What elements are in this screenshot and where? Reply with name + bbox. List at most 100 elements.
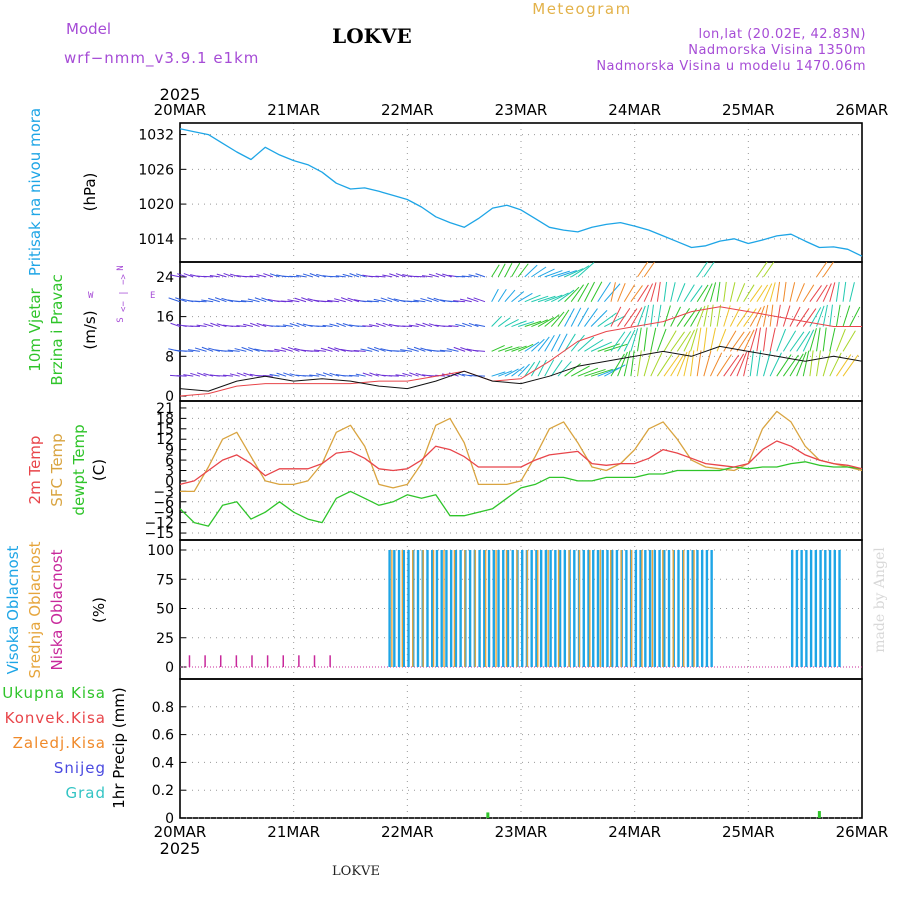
- wind-arrow: [577, 336, 595, 352]
- temp2m-line: [179, 440, 863, 486]
- wind-arrow: [670, 353, 685, 377]
- wind-arrow: [544, 294, 563, 303]
- wind-arrow: [597, 367, 620, 377]
- wind-arrow: [610, 282, 616, 302]
- year-bottom: 2025: [160, 839, 201, 858]
- wind-arrow: [302, 375, 313, 377]
- wind-arrow: [842, 281, 847, 302]
- high-cloud-bar: [397, 550, 401, 667]
- wind-arrow: [623, 308, 638, 327]
- model-name: wrf−nmm_v3.9.1 e1km: [64, 49, 259, 68]
- wind-arrow: [849, 282, 855, 302]
- wind-arrow: [550, 359, 563, 377]
- wind-arrow: [517, 363, 530, 377]
- wind-arrow: [511, 320, 527, 328]
- wind-arrow: [643, 304, 650, 327]
- wind-arrow: [236, 372, 247, 377]
- wind-arrow: [236, 325, 247, 328]
- wind-arrow: [194, 347, 207, 352]
- wind-arrow: [829, 282, 836, 302]
- precip-legend-label: Grad: [65, 784, 106, 802]
- wind-arrow: [335, 275, 346, 278]
- high-cloud-bar: [824, 550, 827, 667]
- wind-arrow: [334, 298, 346, 303]
- high-cloud-bar: [426, 550, 429, 667]
- wind-arrow: [287, 299, 300, 303]
- wind-arrow: [782, 305, 791, 327]
- wind-arrow: [439, 349, 452, 352]
- wind-arrow: [656, 304, 662, 327]
- wind-arrow: [530, 360, 541, 377]
- wind-arrow: [229, 273, 240, 278]
- wind-arrow: [316, 373, 327, 377]
- wind-arrow: [269, 273, 280, 278]
- wind-arrow: [762, 327, 767, 352]
- wind-arrow: [282, 324, 293, 328]
- bottom-date-label: 25MAR: [722, 823, 775, 841]
- wind-arrow: [349, 374, 360, 377]
- wind-arrow: [590, 281, 603, 302]
- wind-arrow: [473, 349, 486, 352]
- wind-arrow: [816, 284, 828, 302]
- wind-arrow: [769, 282, 776, 302]
- wind-arrow: [822, 304, 828, 327]
- wind-arrow: [415, 372, 426, 377]
- wind-arrow: [296, 274, 307, 278]
- wind-arrow: [663, 354, 680, 377]
- high-cloud-bar: [393, 550, 396, 667]
- top-date-label: 26MAR: [836, 101, 889, 119]
- wind-arrow: [524, 264, 538, 278]
- wind-arrow: [663, 305, 671, 327]
- wind-arrow: [408, 324, 419, 328]
- wind-arrow: [466, 297, 479, 303]
- high-cloud-bar: [497, 550, 500, 667]
- high-cloud-bar: [634, 550, 638, 667]
- wind-arrow: [362, 372, 373, 377]
- wind-arrow: [650, 352, 663, 377]
- wind-arrow: [816, 327, 821, 352]
- bottom-date-label: 21MAR: [267, 823, 320, 841]
- wind-arrow: [241, 346, 254, 352]
- bottom-date-label: 23MAR: [495, 823, 548, 841]
- wind-compass-e: E: [150, 291, 155, 301]
- wind-arrow: [782, 354, 799, 377]
- high-cloud-bar: [805, 550, 808, 667]
- footer-station: LOKVE: [332, 864, 380, 879]
- wind-arrow: [327, 346, 340, 352]
- wind-arrow: [395, 374, 406, 377]
- temp-ytick-label: 3: [165, 464, 174, 480]
- wind-arrow: [461, 275, 472, 278]
- wind-arrow: [703, 351, 712, 377]
- wind-arrow: [263, 273, 273, 278]
- wind-arrow: [683, 329, 695, 352]
- wind-arrow: [769, 327, 776, 352]
- high-cloud-bar: [407, 550, 410, 667]
- wind-arrow: [221, 350, 234, 352]
- wind-arrow: [584, 368, 606, 377]
- wind-arrow: [789, 282, 796, 302]
- wind-arrow: [262, 375, 273, 377]
- wind-arrow: [564, 286, 580, 303]
- wind-arrow: [307, 350, 320, 352]
- wind-arrow: [216, 323, 227, 328]
- wind-arrow: [617, 331, 632, 352]
- wind-arrow: [468, 274, 479, 278]
- wind-arrow: [276, 325, 287, 328]
- wind-arrow: [256, 274, 267, 278]
- wind-arrow: [557, 333, 568, 352]
- wind-arrow: [729, 282, 736, 302]
- wind-arrow: [362, 325, 373, 328]
- wind-arrow: [637, 350, 642, 377]
- wind-arrow: [322, 324, 333, 328]
- wind-arrow: [743, 284, 755, 302]
- wind-arrow: [491, 264, 500, 278]
- high-cloud-bar: [610, 550, 614, 667]
- wind-arrow: [517, 292, 533, 303]
- top-date-label: 24MAR: [608, 101, 661, 119]
- wind-arrow: [360, 348, 373, 352]
- wind-ytick-label: 0: [165, 389, 174, 405]
- high-cloud-bar: [478, 550, 481, 667]
- wind-arrow: [763, 283, 773, 302]
- temp-ytick-label: −15: [144, 526, 174, 542]
- wind-arrow: [842, 354, 859, 377]
